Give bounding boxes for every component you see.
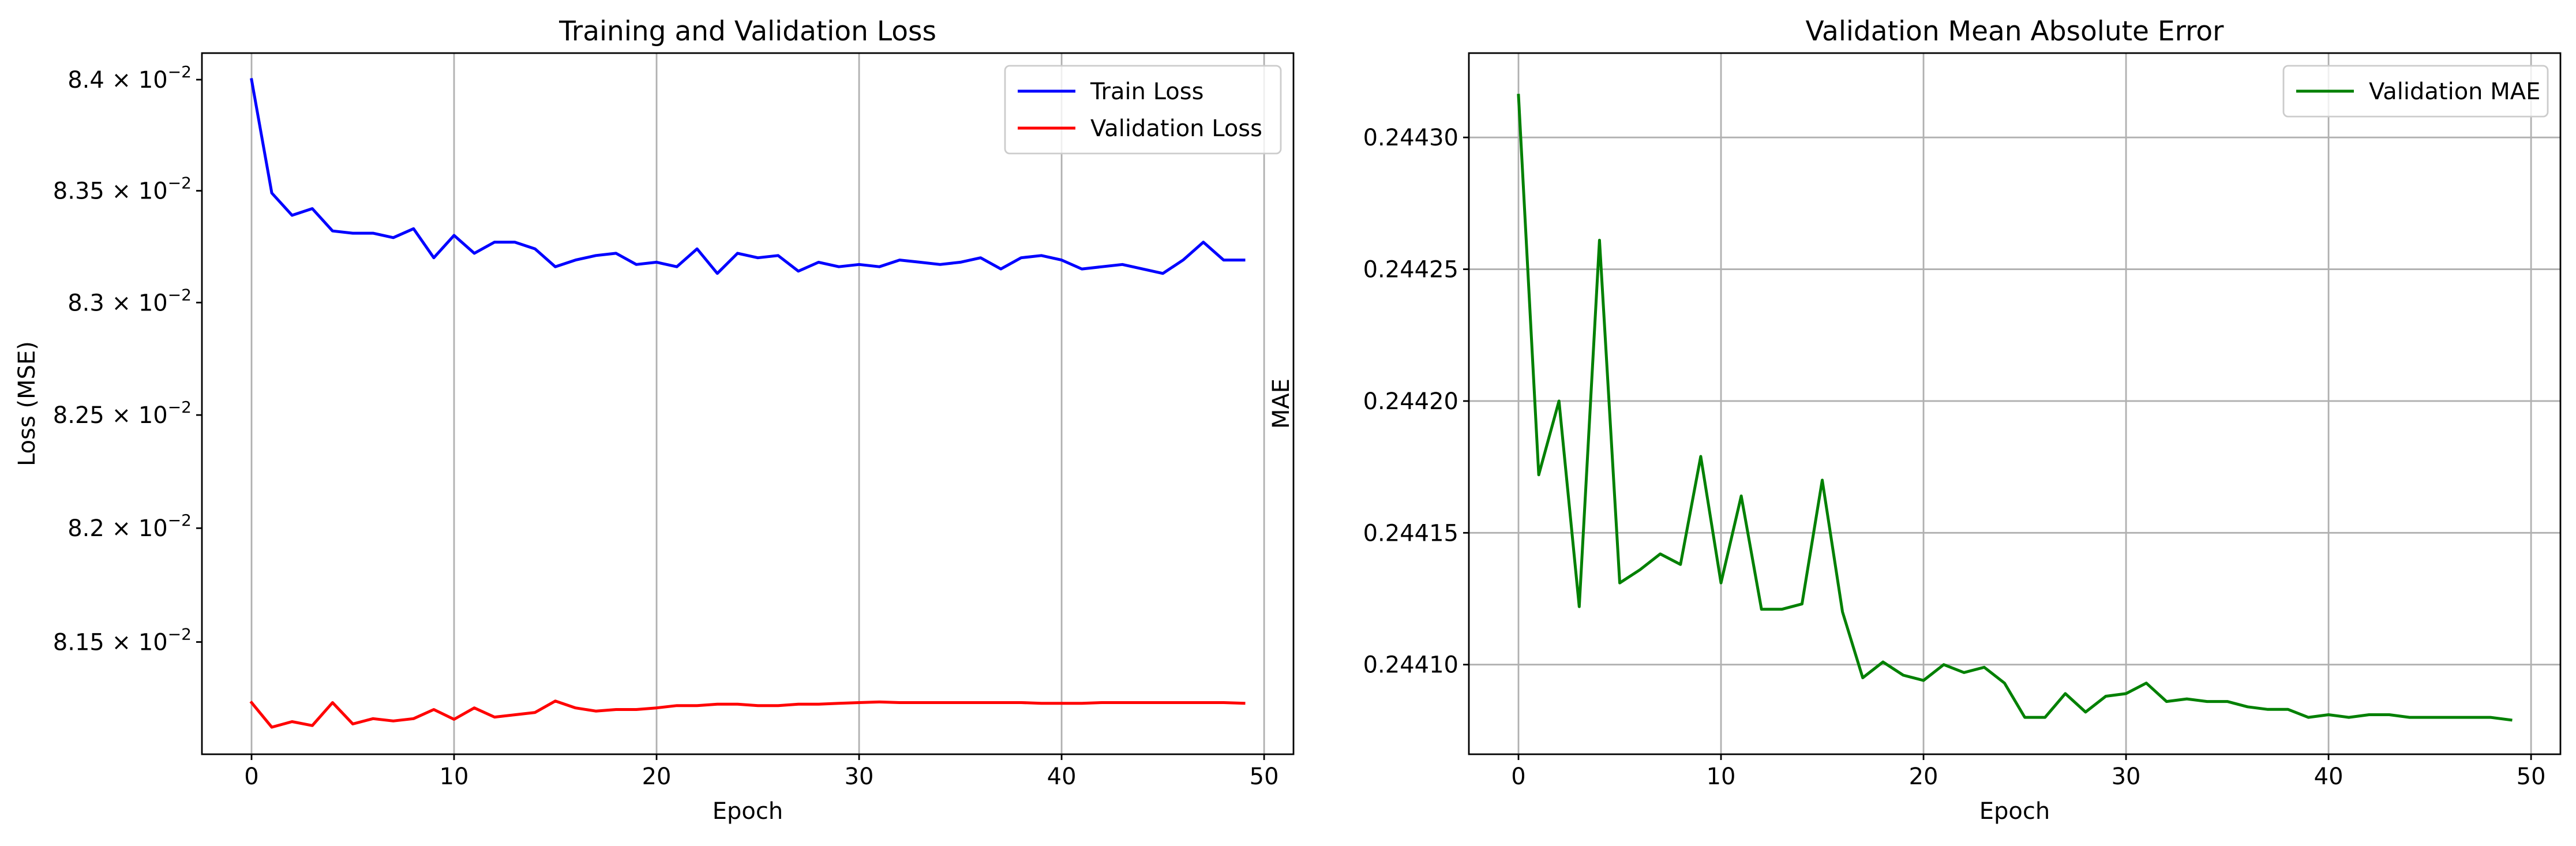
loss-chart-ytick-exponent: −2: [168, 511, 192, 530]
loss-chart-ytick-base: 10: [138, 178, 168, 205]
loss-chart-frame: [201, 52, 1295, 755]
loss-chart-legend-box: [1004, 65, 1282, 155]
mae-chart-ytick-label: 0.24430: [1363, 125, 1458, 151]
loss-chart-ytick-label: 8.25 × 10−2: [53, 398, 192, 429]
loss-chart-ytick-base: 10: [138, 402, 168, 429]
loss-chart-xlabel: Epoch: [713, 798, 783, 825]
mae-chart-xlabel: Epoch: [1979, 798, 2050, 825]
mae-chart-ytick-label: 0.24425: [1363, 257, 1458, 283]
loss-chart-ytick-exponent: −2: [168, 398, 192, 417]
mae-chart-legend-label-0: Validation MAE: [2369, 78, 2540, 105]
mae-chart-series-line-0: [1517, 93, 2513, 722]
loss-chart-ytick-label: 8.15 × 10−2: [53, 625, 192, 656]
loss-chart-ytick-exponent: −2: [168, 625, 192, 644]
loss-chart-ytick-base: 10: [138, 290, 168, 316]
loss-chart-ytick-mantissa: 8.4: [68, 67, 104, 93]
mae-chart-frame: [1468, 52, 2562, 755]
loss-chart-ytick-exponent: −2: [168, 62, 192, 81]
loss-chart-ytick-mantissa: 8.15: [53, 630, 104, 656]
loss-chart-series-line-0: [250, 78, 1246, 275]
loss-chart-ytick-base: 10: [138, 630, 168, 656]
mae-chart-ytick-label: 0.24415: [1363, 520, 1458, 546]
mae-chart-ytick-label: 0.24420: [1363, 388, 1458, 415]
mae-chart-xtick-label: 0: [1511, 763, 1525, 790]
loss-chart-legend-label-0: Train Loss: [1090, 78, 1203, 105]
loss-chart-ytick-label: 8.3 × 10−2: [68, 285, 192, 316]
loss-chart-ytick-base: 10: [138, 515, 168, 542]
mae-chart-xtick-label: 40: [2314, 763, 2343, 790]
mae-chart-ytick-label: 0.24410: [1363, 652, 1458, 679]
loss-chart-ytick-times: ×: [104, 67, 138, 93]
mae-chart-legend-box: [2282, 65, 2549, 118]
loss-chart-ytick-exponent: −2: [168, 174, 192, 193]
loss-chart-ytick-times: ×: [104, 515, 138, 542]
loss-chart: 0 10 20 30 40 50 8.15 × 10−28.2 × 10−28.25 × …: [14, 16, 1295, 825]
loss-chart-ytick-label: 8.4 × 10−2: [68, 62, 192, 93]
loss-chart-ytick-times: ×: [104, 630, 138, 656]
loss-chart-xtick-label: 30: [845, 763, 874, 790]
mae-chart-xtick-label: 50: [2517, 763, 2546, 790]
loss-chart-ylabel: Loss (MSE): [14, 341, 40, 466]
mae-chart-xtick-label: 10: [1707, 763, 1736, 790]
loss-chart-xtick-label: 50: [1250, 763, 1279, 790]
loss-chart-ytick-base: 10: [138, 67, 168, 93]
mae-chart-title: Validation Mean Absolute Error: [1806, 16, 2225, 47]
mae-chart-xtick-label: 20: [1909, 763, 1938, 790]
loss-chart-ytick-times: ×: [104, 178, 138, 205]
loss-chart-ytick-mantissa: 8.35: [53, 178, 104, 205]
loss-chart-ytick-mantissa: 8.2: [68, 515, 104, 542]
mae-chart: 0 10 20 30 40 50 0.24410 0.24415 0.24420 0.24425…: [1268, 16, 2562, 825]
loss-chart-ytick-times: ×: [104, 402, 138, 429]
loss-chart-ytick-exponent: −2: [168, 285, 192, 304]
mae-chart-xtick-label: 30: [2112, 763, 2141, 790]
loss-chart-xtick-label: 20: [642, 763, 672, 790]
loss-chart-ytick-mantissa: 8.3: [68, 290, 104, 316]
loss-chart-xtick-label: 0: [244, 763, 258, 790]
mae-chart-legend: Validation MAE: [2282, 65, 2549, 118]
loss-chart-ytick-label: 8.35 × 10−2: [53, 174, 192, 205]
loss-chart-xtick-label: 40: [1047, 763, 1077, 790]
loss-chart-title: Training and Validation Loss: [558, 16, 936, 47]
loss-chart-legend: Train Loss Validation Loss: [1004, 65, 1282, 155]
loss-chart-ytick-times: ×: [104, 290, 138, 316]
loss-chart-ytick-label: 8.2 × 10−2: [68, 511, 192, 542]
loss-chart-series-line-1: [249, 699, 1246, 729]
loss-chart-ytick-mantissa: 8.25: [53, 402, 104, 429]
loss-chart-xtick-label: 10: [440, 763, 469, 790]
mae-chart-ylabel: MAE: [1268, 379, 1295, 429]
loss-chart-legend-label-1: Validation Loss: [1090, 115, 1262, 142]
